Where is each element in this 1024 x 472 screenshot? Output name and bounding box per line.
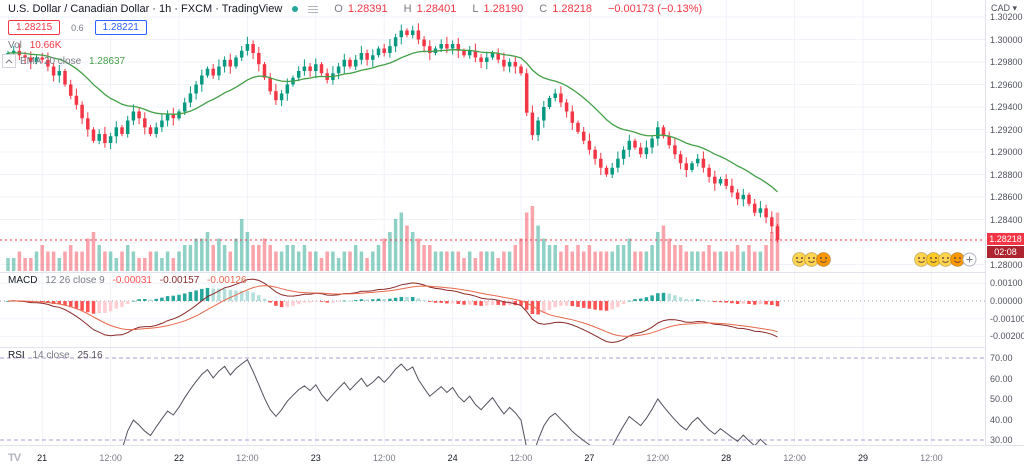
rsi-pane[interactable] (0, 347, 985, 445)
ema-legend: EMA 20 close 1.28637 (20, 56, 130, 67)
axis-tick-label: 0.00100 (990, 278, 1023, 289)
axis-tick-label: 50.00 (990, 394, 1013, 404)
tradingview-logo-icon[interactable]: TV (8, 452, 21, 464)
axis-tick-label: 1.28600 (990, 192, 1023, 202)
smiley-emoji-icon (950, 252, 965, 267)
macd-line-value: -0.00157 (159, 275, 200, 286)
price-axis[interactable]: CAD ▾ 1.28218 02:08 1.30200 1.30000 1.2980… (985, 0, 1024, 445)
axis-tick-label: 70.00 (990, 353, 1013, 363)
axis-tick-label: 1.28800 (990, 169, 1023, 180)
macd-legend-title[interactable]: MACD (8, 275, 38, 286)
time-tick-label: 12:00 (509, 453, 533, 463)
quote-panel: 1.28215 0.6 1.28221 (8, 20, 152, 35)
spread-value: 0.6 (71, 22, 84, 33)
axis-tick-label: 30.00 (990, 435, 1013, 445)
time-tick-label: 28 (721, 453, 732, 463)
axis-tick-label: -0.00200 (990, 331, 1024, 342)
currency-selector[interactable]: CAD ▾ (991, 3, 1018, 13)
emoji-reaction-cluster[interactable] (792, 252, 831, 267)
time-axis[interactable]: 21 12:00 22 12:00 23 12:00 24 12:00 27 12:00 28 12:… (0, 445, 1024, 472)
volume-label[interactable]: Vol (8, 40, 22, 51)
bar-countdown-badge: 02:08 (987, 246, 1024, 258)
pane-separator[interactable] (0, 347, 1024, 348)
ema-label[interactable]: EMA 20 close (20, 56, 82, 67)
macd-legend: MACD 12 26 close 9 -0.00031 -0.00157 -0.… (8, 275, 252, 286)
macd-signal-value: -0.00126 (207, 275, 247, 286)
axis-tick-label: 1.28000 (990, 259, 1023, 270)
add-reaction-icon[interactable] (962, 252, 977, 267)
axis-tick-label: 1.29200 (990, 124, 1023, 135)
axis-tick-label: 1.30000 (990, 34, 1023, 45)
axis-tick-label: 1.29600 (990, 79, 1023, 90)
axis-tick-label: -0.00100 (990, 313, 1024, 324)
time-tick-label: 12:00 (99, 453, 122, 463)
rsi-legend: RSI 14 close 25.16 (8, 350, 108, 361)
axis-tick-label: 60.00 (990, 373, 1013, 384)
rsi-legend-params: 14 close (32, 350, 70, 361)
pane-separator[interactable] (0, 272, 1024, 273)
change-value: −0.00173 (−0.13%) (607, 3, 703, 15)
rsi-legend-title[interactable]: RSI (8, 350, 25, 361)
buy-price-button[interactable]: 1.28221 (94, 20, 147, 35)
time-tick-label: 22 (173, 453, 185, 463)
volume-value: 10.66K (29, 40, 62, 51)
time-tick-label: 24 (447, 453, 458, 463)
time-tick-label: 27 (584, 453, 595, 463)
ohlc-values: O 1.28391 H 1.28401 L 1.28190 C 1.28218 −0.00173… (334, 3, 707, 15)
volume-legend: Vol 10.66K (8, 40, 66, 51)
sell-price-button[interactable]: 1.28215 (8, 20, 61, 35)
ema-value: 1.28637 (88, 56, 126, 67)
market-status-dot-icon (292, 6, 299, 12)
axis-tick-label: 1.29000 (990, 147, 1023, 157)
emoji-reaction-cluster[interactable] (914, 252, 977, 267)
smiley-emoji-icon (816, 252, 831, 267)
time-tick-label: 21 (37, 453, 48, 463)
time-tick-label: 12:00 (236, 453, 259, 463)
ohlc-value: C 1.28218 (539, 3, 592, 15)
rsi-value: 25.16 (77, 350, 103, 361)
chevron-down-icon: ▾ (1012, 3, 1018, 13)
ohlc-value: H 1.28401 (403, 3, 457, 15)
ohlc-value: O 1.28391 (334, 3, 388, 15)
last-price-badge: 1.28218 (987, 233, 1024, 245)
time-tick-label: 12:00 (646, 453, 670, 463)
time-tick-label: 12:00 (372, 453, 396, 463)
axis-tick-label: 40.00 (990, 414, 1013, 425)
time-tick-label: 12:00 (783, 453, 806, 463)
macd-legend-params: 12 26 close 9 (45, 275, 105, 286)
symbol-title[interactable]: U.S. Dollar / Canadian Dollar · 1h · FXC… (8, 3, 283, 15)
axis-tick-label: 1.29800 (990, 57, 1023, 67)
chevron-up-icon (5, 58, 13, 63)
legend-collapse-button[interactable] (2, 54, 16, 68)
axis-tick-label: 1.28400 (990, 214, 1023, 225)
axis-tick-label: 0.00000 (990, 296, 1023, 306)
time-tick-label: 29 (857, 453, 869, 463)
price-chart-pane[interactable] (0, 0, 985, 272)
smiley-emoji-icon (792, 252, 807, 267)
symbol-legend: U.S. Dollar / Canadian Dollar · 1h · FXC… (8, 3, 712, 15)
axis-tick-label: 1.30200 (990, 12, 1023, 22)
axis-tick-label: 1.29400 (990, 102, 1023, 112)
legend-menu-icon[interactable] (308, 4, 319, 15)
macd-hist-value: -0.00031 (112, 275, 152, 286)
time-tick-label: 23 (310, 453, 321, 463)
time-tick-label: 12:00 (920, 453, 943, 463)
ohlc-value: L 1.28190 (472, 3, 524, 15)
macd-pane[interactable] (0, 272, 985, 347)
